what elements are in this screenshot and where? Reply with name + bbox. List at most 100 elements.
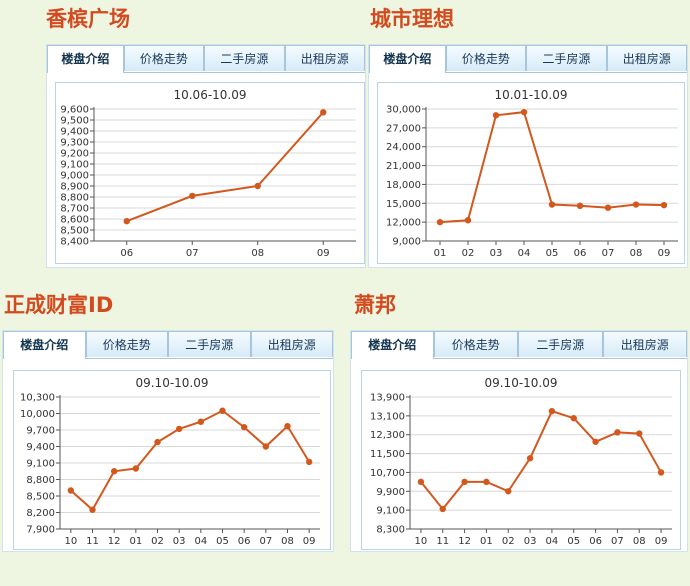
- property-widget: 楼盘介绍 价格走势 二手房源 出租房源 09.10-10.09 8,300 9,10…: [350, 330, 688, 552]
- x-tick-label: 06: [574, 248, 587, 259]
- x-tick-label: 07: [611, 536, 624, 547]
- y-tick-label: 8,800: [26, 475, 55, 486]
- tab-price-trend[interactable]: 价格走势: [123, 45, 205, 71]
- data-point: [320, 109, 327, 116]
- tab-property-intro[interactable]: 楼盘介绍: [351, 331, 434, 359]
- x-tick-label: 03: [173, 536, 186, 547]
- tab-rental[interactable]: 出租房源: [606, 45, 687, 71]
- tab-property-intro[interactable]: 楼盘介绍: [369, 45, 446, 73]
- tab-property-intro[interactable]: 楼盘介绍: [47, 45, 124, 73]
- tab-price-trend[interactable]: 价格走势: [433, 331, 519, 357]
- x-tick-label: 04: [518, 248, 531, 259]
- x-tick-label: 12: [108, 536, 121, 547]
- data-point: [526, 455, 534, 462]
- tab-price-trend[interactable]: 价格走势: [85, 331, 168, 357]
- y-tick-label: 7,900: [26, 525, 55, 536]
- tab-bar: 楼盘介绍 价格走势 二手房源 出租房源: [47, 45, 365, 73]
- panel-title: 城市理想: [370, 7, 454, 31]
- y-tick-label: 10,300: [20, 393, 55, 404]
- x-tick-label: 10: [415, 536, 428, 547]
- x-tick-label: 01: [480, 536, 493, 547]
- x-tick-label: 02: [502, 536, 515, 547]
- chart-title: 09.10-10.09: [135, 376, 208, 390]
- data-point: [461, 478, 468, 486]
- x-tick-label: 09: [655, 536, 668, 547]
- data-point: [132, 465, 140, 472]
- x-tick-label: 06: [238, 536, 251, 547]
- x-tick-label: 07: [186, 248, 199, 259]
- data-point: [614, 429, 621, 436]
- tab-bar: 楼盘介绍 价格走势 二手房源 出租房源: [3, 331, 333, 359]
- y-tick-label: 11,500: [370, 449, 405, 460]
- tab-price-trend[interactable]: 价格走势: [445, 45, 527, 71]
- data-point: [305, 458, 313, 466]
- y-tick-label: 27,000: [386, 123, 421, 134]
- x-tick-label: 07: [602, 248, 615, 259]
- x-tick-label: 02: [151, 536, 164, 547]
- y-tick-label: 8,900: [60, 182, 89, 193]
- y-tick-label: 8,500: [60, 226, 89, 237]
- data-point: [67, 487, 75, 494]
- y-tick-label: 9,100: [376, 506, 405, 517]
- y-tick-label: 9,100: [60, 160, 89, 171]
- tab-property-intro[interactable]: 楼盘介绍: [3, 331, 86, 359]
- data-point: [548, 201, 556, 208]
- data-point: [505, 488, 512, 495]
- x-tick-label: 08: [633, 536, 646, 547]
- tab-rental[interactable]: 出租房源: [602, 331, 687, 357]
- x-tick-label: 07: [259, 536, 272, 547]
- y-tick-label: 24,000: [386, 142, 421, 153]
- tab-bar: 楼盘介绍 价格走势 二手房源 出租房源: [369, 45, 687, 73]
- data-point: [660, 201, 668, 209]
- chart-container: 10.01-10.09 9,000 12,000 15,000 18,000 21,000…: [377, 82, 685, 264]
- x-tick-label: 06: [120, 248, 133, 259]
- price-line-chart: 10.06-10.09 8,4008,5008,6008,7008,8008,90…: [60, 88, 356, 259]
- y-tick-label: 13,900: [370, 393, 405, 404]
- data-point: [262, 443, 270, 450]
- property-widget: 楼盘介绍 价格走势 二手房源 出租房源 10.01-10.09 9,000 12,0…: [368, 44, 688, 268]
- data-point: [483, 478, 490, 486]
- tab-rental[interactable]: 出租房源: [284, 45, 365, 71]
- data-point: [576, 202, 584, 209]
- tab-second-hand[interactable]: 二手房源: [518, 331, 603, 357]
- x-tick-label: 08: [281, 536, 294, 547]
- panel-title: 萧邦: [354, 293, 396, 317]
- y-tick-label: 9,300: [60, 138, 89, 149]
- data-point: [123, 218, 130, 225]
- y-tick-label: 21,000: [386, 161, 421, 172]
- data-point: [175, 425, 183, 433]
- x-tick-label: 03: [490, 248, 503, 259]
- y-tick-label: 9,400: [60, 127, 89, 138]
- x-tick-label: 05: [216, 536, 229, 547]
- data-point: [657, 469, 665, 476]
- x-tick-label: 08: [630, 248, 643, 259]
- data-point: [548, 407, 556, 415]
- x-tick-label: 12: [458, 536, 471, 547]
- data-point: [417, 478, 425, 486]
- tab-second-hand[interactable]: 二手房源: [204, 45, 285, 71]
- tab-second-hand[interactable]: 二手房源: [526, 45, 607, 71]
- chart-title: 10.01-10.09: [494, 88, 567, 102]
- data-point: [197, 418, 205, 425]
- x-tick-label: 02: [462, 248, 475, 259]
- y-tick-label: 8,300: [376, 525, 405, 536]
- data-point: [592, 438, 599, 445]
- x-tick-label: 11: [86, 536, 99, 547]
- tab-bar: 楼盘介绍 价格走势 二手房源 出租房源: [351, 331, 687, 359]
- data-point: [254, 182, 261, 190]
- chart-title: 09.10-10.09: [484, 376, 557, 390]
- chart-title: 10.06-10.09: [173, 88, 246, 102]
- tab-rental[interactable]: 出租房源: [250, 331, 333, 357]
- panel-title: 正成财富ID: [4, 293, 114, 317]
- x-tick-label: 09: [303, 536, 316, 547]
- x-tick-label: 01: [434, 248, 447, 259]
- y-tick-label: 9,200: [60, 149, 89, 160]
- y-tick-label: 15,000: [386, 199, 421, 210]
- y-tick-label: 9,000: [392, 237, 421, 248]
- y-tick-label: 10,000: [20, 409, 55, 420]
- tab-second-hand[interactable]: 二手房源: [168, 331, 251, 357]
- data-point: [240, 424, 248, 431]
- property-widget: 楼盘介绍 价格走势 二手房源 出租房源 10.06-10.09 8,400 8,50…: [46, 44, 366, 268]
- chart-container: 10.06-10.09 8,400 8,500 8,600 8,700 8,800 8,90…: [55, 82, 365, 264]
- data-point: [604, 204, 612, 211]
